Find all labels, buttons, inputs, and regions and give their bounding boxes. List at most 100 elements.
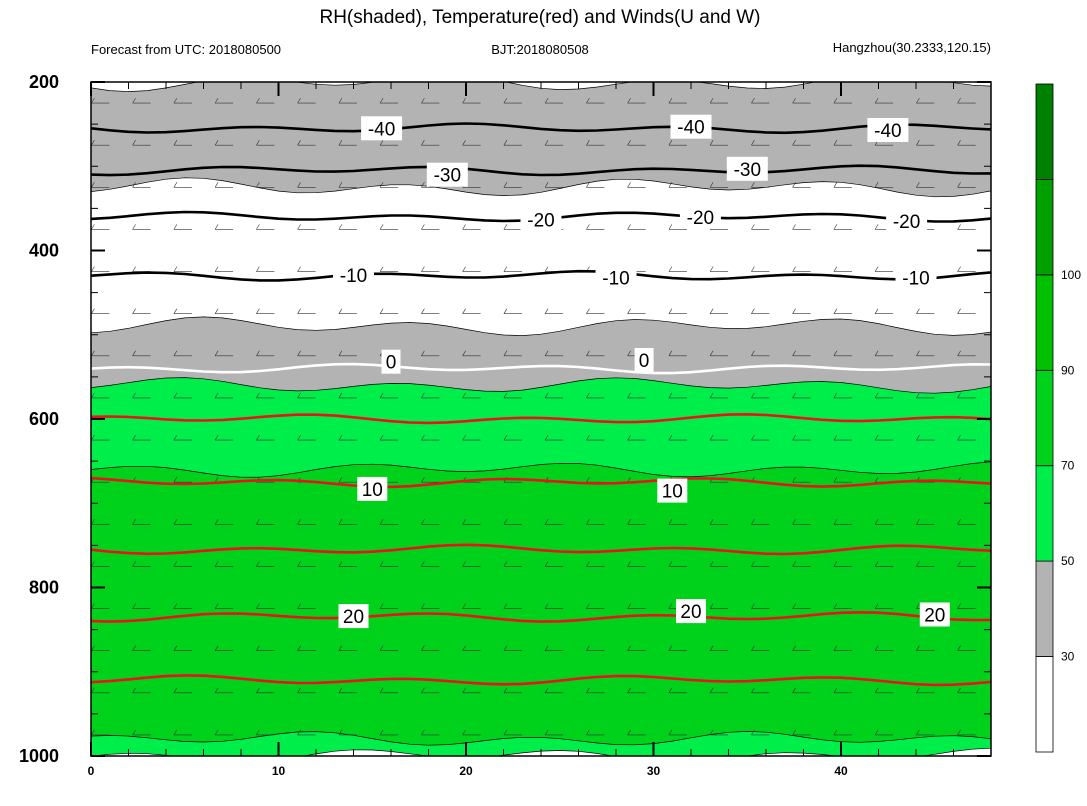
wind-barb-flag: [421, 350, 425, 356]
temperature-contour-labels: -40 -40 -40 -30 -30 -20 -20 -20 -10 -10 -10 0 0 10 10 2…: [333, 114, 950, 629]
wind-barb-flag: [256, 729, 260, 736]
wind-barb-flag: [833, 350, 838, 356]
wind-barb-flag: [338, 645, 343, 651]
wind-barb-flag: [214, 434, 219, 441]
wind-barb-flag: [668, 182, 673, 188]
wind-barb-flag: [751, 224, 755, 230]
temperature-contour: [91, 543, 991, 556]
wind-barb-flag: [173, 477, 178, 483]
x-tick-label: 10: [272, 764, 286, 778]
wind-barb-flag: [173, 729, 178, 736]
wind-barb-flag: [544, 182, 549, 188]
wind-barb-flag: [627, 434, 631, 441]
wind-barb-flag: [132, 434, 136, 441]
colorbar-label: 90: [1061, 363, 1075, 377]
wind-barb-flag: [503, 308, 508, 314]
wind-barb-flag: [751, 645, 755, 651]
wind-barb-flag: [91, 308, 95, 314]
wind-barb-flag: [957, 729, 961, 736]
wind-barb-flag: [132, 687, 136, 693]
colorbar-segment: [1035, 656, 1054, 753]
x-tick-label: 40: [834, 764, 848, 778]
wind-barb-flag: [792, 729, 796, 736]
wind-barb-flag: [833, 266, 838, 272]
wind-barb-flag: [503, 224, 508, 230]
wind-barb-flag: [173, 392, 178, 399]
x-axis: 0 10 20 30 40: [88, 82, 954, 778]
wind-barb-flag: [586, 519, 590, 525]
wind-barb-flag: [91, 561, 95, 567]
contour-label: -10: [602, 269, 629, 290]
contour-label: 10: [662, 482, 683, 503]
wind-barb-flag: [874, 687, 879, 693]
wind-barb-flag: [709, 392, 714, 399]
contour-label-box: [595, 265, 637, 290]
wind-barb-flag: [916, 434, 920, 441]
wind-barb-flag: [668, 266, 673, 272]
contour-label-box: [919, 602, 950, 627]
wind-barb-flag: [91, 350, 95, 356]
wind-barb-flag: [91, 519, 95, 525]
wind-barb-flag: [833, 645, 838, 651]
wind-barb-flag: [462, 140, 466, 146]
wind-barb-flag: [91, 224, 95, 230]
wind-barb-flag: [338, 182, 343, 188]
temperature-contour: [91, 164, 991, 177]
wind-barb-flag: [462, 561, 466, 567]
wind-barb-flag: [627, 729, 631, 736]
wind-barb-flag: [874, 182, 879, 188]
contour-label-box: [361, 116, 403, 141]
wind-barb-flag: [586, 182, 590, 188]
wind-barb-flag: [256, 519, 260, 525]
wind-barb-flag: [297, 561, 301, 567]
contour-label-box: [357, 476, 388, 501]
wind-barb-flag: [833, 519, 838, 525]
contour-label-box: [679, 204, 721, 229]
contour-label: 0: [639, 351, 650, 372]
wind-barb-flag: [544, 729, 549, 736]
wind-barb-flag: [751, 392, 755, 399]
wind-barb-flag: [874, 97, 879, 104]
wind-barb-flag: [916, 729, 920, 736]
wind-barb-flag: [256, 308, 260, 314]
wind-barb-flag: [421, 477, 425, 483]
wind-barb-flag: [874, 603, 879, 609]
wind-barb-flag: [544, 97, 549, 104]
wind-barb-flag: [214, 561, 219, 567]
wind-barb-flag: [709, 519, 714, 525]
wind-barb-flag: [792, 477, 796, 483]
wind-barb-flag: [668, 392, 673, 399]
colorbar-label: 100: [1061, 268, 1081, 282]
wind-barb-flag: [421, 182, 425, 188]
temperature-contours: [91, 122, 991, 687]
wind-barb-flag: [173, 224, 178, 230]
wind-barb-flag: [586, 224, 590, 230]
wind-barb-flag: [503, 266, 508, 272]
contour-label-box: [520, 207, 562, 232]
wind-barb-flag: [751, 519, 755, 525]
wind-barb-flag: [214, 519, 219, 525]
colorbar-segment: [1035, 274, 1054, 371]
contour-label-box: [676, 599, 706, 624]
temperature-contour: [91, 269, 991, 282]
wind-barb-flag: [132, 729, 136, 736]
temperature-contour: [91, 362, 991, 375]
wind-barb-flag: [668, 687, 673, 693]
wind-barb-flag: [751, 182, 755, 188]
wind-barb-flag: [256, 645, 260, 651]
wind-barb-flag: [214, 308, 219, 314]
wind-barb-flag: [297, 140, 301, 146]
contour-label: 20: [680, 602, 701, 623]
wind-barb-flag: [668, 729, 673, 736]
wind-barb-flag: [709, 687, 714, 693]
wind-barb-flag: [586, 687, 590, 693]
wind-barb-flag: [173, 603, 178, 609]
wind-barb-flag: [338, 561, 343, 567]
wind-barb-flag: [338, 97, 343, 104]
wind-barb-flag: [379, 645, 384, 651]
wind-barb-flag: [91, 729, 95, 736]
wind-barb-flag: [91, 645, 95, 651]
wind-barb-flag: [751, 350, 755, 356]
wind-barb-flag: [544, 519, 549, 525]
